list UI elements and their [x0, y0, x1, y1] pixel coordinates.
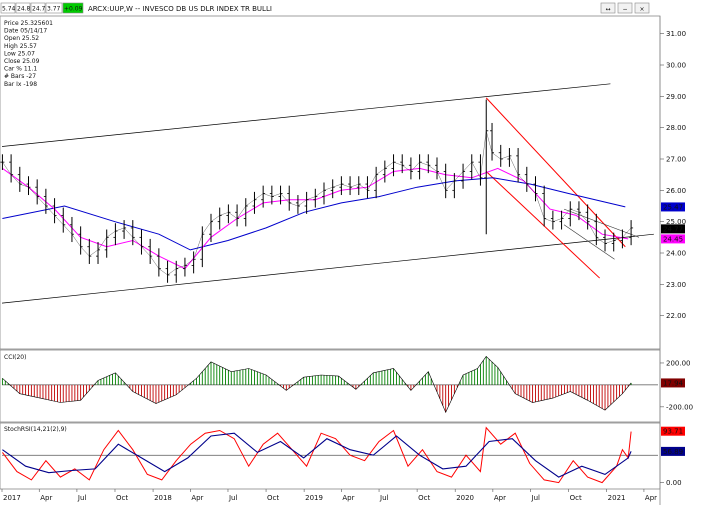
price-line: [2, 130, 632, 276]
value-tag-label: 56.89: [663, 448, 683, 456]
y-tick-label: 27.00: [666, 156, 686, 164]
y-tick-label: 26.00: [666, 187, 686, 195]
info-line: Close 25.09: [4, 58, 40, 65]
value-tag-label: 24.77: [663, 225, 683, 233]
stoch-panel: 0.00 93.71 56.89: [2, 426, 685, 487]
wedge-lower-line: [563, 224, 615, 260]
info-line: Price 25.325601: [4, 20, 53, 27]
quote-box-value: 24.81: [17, 6, 34, 13]
button-frame[interactable]: [617, 2, 633, 14]
quote-box: [30, 2, 46, 14]
value-tag: [661, 446, 685, 456]
close-button[interactable]: ×: [634, 2, 650, 14]
red-channel-upper: [485, 97, 626, 248]
x-tick-label: Jul: [228, 494, 238, 502]
x-tick-label: 2018: [154, 494, 172, 502]
x-tick-label: 2019: [305, 494, 323, 502]
restore-button[interactable]: ↔: [600, 2, 616, 14]
x-tick-label: 2021: [608, 494, 626, 502]
button-frame[interactable]: [600, 2, 616, 14]
value-tag: [661, 202, 685, 212]
quote-box: [62, 2, 84, 14]
quote-box: [15, 2, 31, 14]
y-tick-label: 29.00: [666, 93, 686, 101]
value-tag-label: 17.94: [663, 379, 684, 387]
info-line: Open 25.52: [4, 35, 39, 42]
x-tick-label: Oct: [267, 494, 279, 502]
info-line: High 25.57: [4, 43, 37, 50]
info-line: Date 05/14/17: [4, 28, 47, 35]
title-bar: [0, 0, 701, 16]
value-tag-label: 93.71: [663, 428, 683, 436]
x-tick-label: Apr: [645, 494, 657, 502]
restore-icon[interactable]: ↔: [605, 6, 610, 13]
x-tick-label: Jul: [379, 494, 389, 502]
close-icon[interactable]: ×: [639, 6, 644, 13]
lower-channel-line: [1, 233, 654, 304]
y-tick-label: 30.00: [666, 62, 686, 70]
y-tick-label: 25.00: [666, 218, 686, 226]
time-axis: 2017 Apr Jul Oct 2018 Apr Jul Oct 2019 Apr Jul Oct 2…: [1, 489, 657, 502]
y-tick-label: 22.00: [666, 312, 686, 320]
stoch-title: StochRSI(14,21(2),9): [4, 426, 67, 433]
value-tag: [661, 224, 685, 234]
x-tick-label: Oct: [418, 494, 430, 502]
info-line: Low 25.07: [4, 50, 35, 57]
stoch-k-line: [2, 426, 632, 484]
info-line: Car % 11.1: [4, 66, 37, 73]
x-tick-label: Apr: [342, 494, 354, 502]
info-line: Bar Ix -198: [4, 81, 37, 88]
quote-box-value: 5.74: [2, 6, 16, 13]
stoch-d-line: [2, 432, 632, 478]
long-ma-line: [2, 177, 626, 251]
cci-tick-label: 200.00: [666, 359, 691, 367]
x-tick-label: Jul: [531, 494, 541, 502]
quote-box: [0, 2, 16, 14]
cci-outline: [2, 355, 632, 414]
cci-panel: 200.00 -200.00 17.94: [1, 355, 693, 414]
y-tick-label: 31.00: [666, 30, 686, 38]
price-panel: 31.00 30.00 29.00 28.00 27.00 26.00 25.00 24.00…: [0, 30, 686, 320]
info-line: # Bars -27: [4, 73, 36, 80]
x-tick-label: 2020: [456, 494, 474, 502]
x-tick-label: Apr: [494, 494, 506, 502]
value-tag: [661, 378, 685, 388]
y-tick-label: 28.00: [666, 124, 686, 132]
button-frame[interactable]: [634, 2, 650, 14]
red-channel-lower: [485, 171, 600, 279]
y-tick-label: 23.00: [666, 281, 686, 289]
cci-title: CCI(20): [4, 354, 26, 361]
minimize-icon[interactable]: −: [622, 6, 627, 13]
value-tag-label: 25.47: [663, 203, 683, 211]
x-tick-label: Jul: [77, 494, 87, 502]
quote-box-value: +0.09: [64, 6, 83, 13]
x-tick-label: Oct: [570, 494, 582, 502]
value-tag-label: 24.45: [663, 235, 683, 243]
stoch-tick-label: 0.00: [666, 479, 682, 487]
x-tick-label: Oct: [116, 494, 128, 502]
cci-tick-label: -200.00: [666, 403, 693, 411]
minimize-button[interactable]: −: [617, 2, 633, 14]
x-tick-label: 2017: [3, 494, 21, 502]
window-title: ARCX:UUP,W -- INVESCO DB US DLR INDEX TR…: [88, 5, 272, 13]
y-tick-label: 24.00: [666, 250, 686, 258]
x-tick-label: Apr: [191, 494, 203, 502]
value-tag: [661, 426, 685, 436]
x-tick-label: Apr: [40, 494, 52, 502]
quote-box-value: 3.77: [47, 6, 61, 13]
upper-channel-line: [1, 83, 611, 147]
value-tag: [661, 234, 685, 244]
window-controls[interactable]: ↔ − ×: [600, 2, 650, 14]
quote-box-value: 24.73: [32, 6, 49, 13]
quote-box: [45, 2, 63, 14]
